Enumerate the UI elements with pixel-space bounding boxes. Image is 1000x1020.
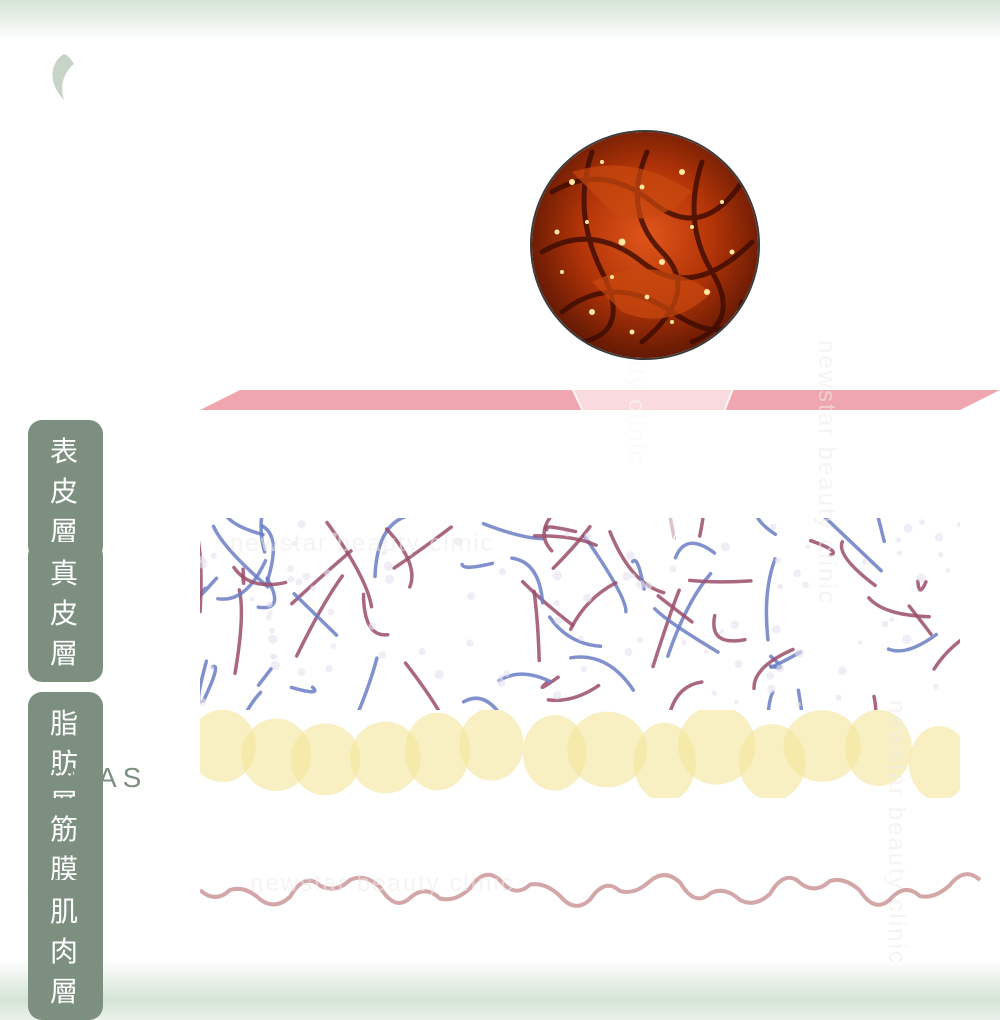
- logo-mark-icon: [40, 50, 88, 104]
- layer-label-text: SMAS: [28, 762, 147, 794]
- layer-label-pill: 表皮層: [28, 420, 103, 560]
- brand-logo: [40, 50, 96, 104]
- layer-label-pill: 肌肉層: [28, 880, 103, 1020]
- collagen-magnification-icon: [530, 130, 760, 360]
- skin-cross-section: [200, 390, 960, 950]
- layer-label-pill: 真皮層: [28, 542, 103, 682]
